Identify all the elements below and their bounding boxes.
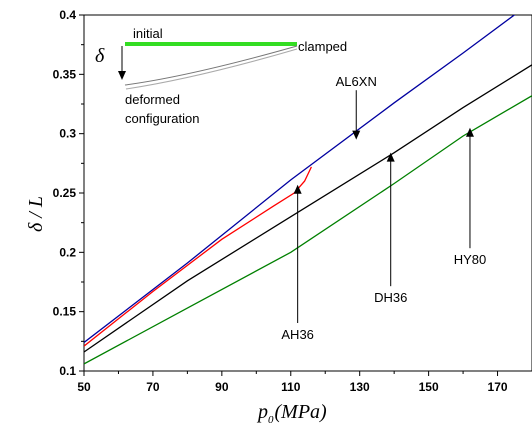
series-line-dh36 — [84, 64, 532, 353]
x-tick-label: 150 — [419, 380, 439, 394]
x-axis-title: p0(MPa) — [256, 401, 327, 426]
x-tick-label: 50 — [77, 380, 91, 394]
inset-initial-label: initial — [133, 26, 163, 41]
y-tick-label: 0.4 — [59, 8, 76, 22]
y-tick-label: 0.2 — [59, 245, 76, 259]
y-tick-label: 0.35 — [53, 67, 77, 81]
plot-frame — [83, 14, 532, 372]
inset-deformed-beam-2 — [125, 48, 298, 90]
x-tick-label: 170 — [488, 380, 508, 394]
x-axis-label-unit: (MPa) — [275, 401, 328, 423]
x-axis-label-sub: 0 — [268, 414, 274, 426]
y-tick-label: 0.25 — [53, 186, 77, 200]
series-line-ah36 — [84, 166, 312, 347]
y-tick-label: 0.15 — [53, 305, 77, 319]
y-axis-title: δ / L — [25, 196, 47, 232]
inset-delta-arrowhead — [118, 71, 126, 80]
plot-area: 50 70 90 110 130 150 170 0.1 0.15 0.2 0.25 0.3 0.35 0… — [53, 8, 532, 394]
annotation-arrowhead-hy80 — [465, 127, 474, 137]
inset-clamped-label: clamped — [298, 39, 347, 54]
inset-deformed-beam — [124, 45, 298, 86]
inset-deformed-label-2: configuration — [125, 111, 199, 126]
x-tick-label: 130 — [350, 380, 370, 394]
x-tick-label: 90 — [215, 380, 229, 394]
annotation-arrowhead-al6xn — [352, 130, 361, 140]
annotation-arrowhead-dh36 — [386, 152, 395, 162]
x-tick-label: 70 — [146, 380, 160, 394]
inset-deformed-label-1: deformed — [125, 92, 180, 107]
annotation-label-ah36: AH36 — [281, 327, 314, 342]
y-tick-label: 0.3 — [59, 127, 76, 141]
annotation-label-hy80: HY80 — [454, 252, 487, 267]
inset-delta-symbol: δ — [95, 45, 105, 67]
series-line-al6xn — [84, 15, 516, 344]
x-axis-label-main: p — [256, 401, 268, 423]
y-axis-label: δ / L — [25, 196, 47, 232]
annotation-arrowhead-ah36 — [293, 184, 302, 194]
x-axis-label: p0(MPa) — [256, 401, 327, 426]
annotation-label-dh36: DH36 — [374, 290, 407, 305]
annotation-label-al6xn: AL6XN — [336, 74, 377, 89]
x-tick-label: 110 — [281, 380, 301, 394]
inset-diagram: initial clamped deformed configuration δ — [95, 26, 347, 126]
series-line-hy80 — [84, 95, 532, 365]
y-tick-label: 0.1 — [59, 364, 76, 378]
